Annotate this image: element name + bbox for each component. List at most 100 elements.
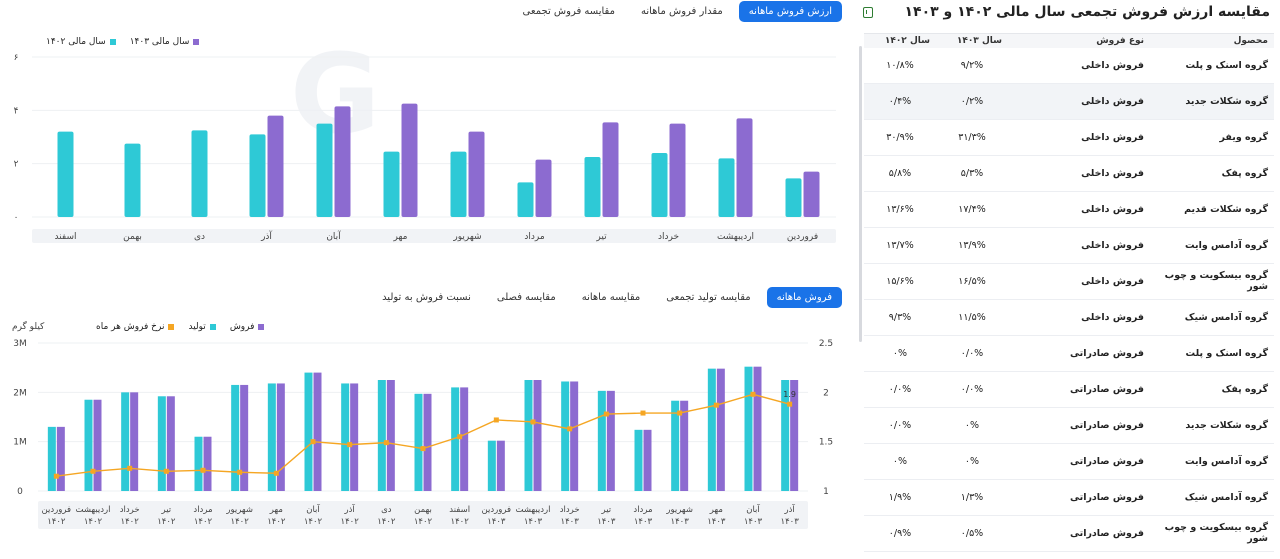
cell-product: گروه پفک [1150, 371, 1274, 408]
bar-sales [460, 387, 469, 491]
x-axis-band [32, 229, 836, 243]
cell-product: گروه اسنک و پلت [1150, 47, 1274, 84]
cell-sale-type: فروش داخلی [1008, 83, 1150, 120]
rate-point [310, 439, 316, 445]
cell-1403: ۰/۰% [936, 335, 1008, 372]
rate-point [200, 467, 206, 473]
table-scrollbar[interactable] [859, 46, 862, 342]
header-sale-type: نوع فروش [1096, 35, 1144, 46]
cell-1402: ۵/۸% [864, 155, 936, 192]
table-row[interactable]: گروه بیسکویت و چوب شور فروش داخلی ۱۶/۵% ۱۵/… [864, 263, 1274, 300]
table-row[interactable]: گروه پفک فروش داخلی ۵/۳% ۵/۸% [864, 155, 1274, 192]
x-tick-label: خرداد [120, 505, 140, 515]
bar-sales [276, 383, 285, 491]
bar-production [561, 381, 570, 491]
x-tick-label: آبان [326, 230, 341, 242]
table-row[interactable]: گروه اسنک و پلت فروش داخلی ۹/۲% ۱۰/۸% [864, 47, 1274, 84]
cell-1403: ۰/۲% [936, 83, 1008, 120]
table-row[interactable]: گروه آدامس وایت فروش داخلی ۱۳/۹% ۱۳/۷% [864, 227, 1274, 264]
cell-1403: ۳۱/۳% [936, 119, 1008, 156]
rate-point [53, 473, 59, 479]
table-row[interactable]: گروه بیسکویت و چوب شور فروش صادراتی ۰/۵% ۰/… [864, 515, 1274, 552]
rate-data-label: 1.9 [783, 390, 796, 399]
legend-item-1402: سال مالی ۱۴۰۲ [46, 37, 116, 47]
y-right-tick-label: 2 [823, 388, 829, 398]
x-tick-label: آذر [784, 503, 796, 515]
x-tick-label: ۱۴۰۲ [231, 517, 250, 527]
tab-monthly-sales-value[interactable]: ارزش فروش ماهانه [738, 1, 842, 22]
x-tick-label: تیر [595, 232, 607, 242]
cell-sale-type: فروش داخلی [1008, 119, 1150, 156]
cell-product: گروه آدامس شیک [1150, 299, 1274, 336]
excel-export-icon[interactable] [863, 7, 873, 18]
table-row[interactable]: گروه اسنک و پلت فروش صادراتی ۰/۰% ۰% [864, 335, 1274, 372]
rate-point [713, 402, 719, 408]
cell-1403: ۰% [936, 443, 1008, 480]
bar-1402 [718, 158, 735, 217]
bar-sales [496, 440, 505, 491]
bar-sales [166, 396, 175, 491]
table-row[interactable]: گروه آدامس وایت فروش صادراتی ۰% ۰% [864, 443, 1274, 480]
cell-product: گروه شکلات قدیم [1150, 191, 1274, 228]
bar-sales [130, 392, 139, 491]
legend-item-sales: فروش [230, 322, 265, 332]
x-tick-label: خرداد [658, 232, 679, 242]
y-right-tick-label: 1.5 [819, 438, 833, 448]
bar-1403 [736, 118, 753, 217]
bar-production [671, 400, 680, 491]
tab-monthly-comparison[interactable]: مقایسه ماهانه [581, 292, 641, 303]
legend-label: فروش [229, 322, 255, 332]
table-row[interactable]: گروه شکلات قدیم فروش داخلی ۱۷/۴% ۱۳/۶% [864, 191, 1274, 228]
y-tick-label: ۰ [14, 213, 19, 223]
tab-monthly-sales[interactable]: فروش ماهانه [766, 287, 842, 308]
cell-1402: ۰/۰% [864, 407, 936, 444]
bar-1403 [401, 103, 418, 217]
cell-sale-type: فروش صادراتی [1008, 479, 1150, 516]
bar-production [451, 387, 460, 491]
x-axis-band [38, 501, 808, 529]
bar-1402 [785, 178, 802, 217]
rate-point [90, 468, 96, 474]
x-tick-label: تیر [161, 505, 172, 515]
bottom-tabs: فروش ماهانه مقایسه تولید تجمعی مقایسه ما… [372, 287, 842, 308]
tab-seasonal-comparison[interactable]: مقایسه فصلی [496, 292, 556, 303]
bar-1403 [669, 123, 686, 217]
bar-sales [423, 393, 432, 491]
x-tick-label: مهر [393, 232, 408, 242]
x-tick-label: مرداد [633, 505, 652, 515]
table-row[interactable]: گروه پفک فروش صادراتی ۰/۰% ۰/۰% [864, 371, 1274, 408]
bar-production [267, 383, 276, 491]
x-tick-label: دی [194, 232, 205, 242]
tab-cumulative-sales-comparison[interactable]: مقایسه فروش تجمعی [522, 6, 615, 17]
bar-production [781, 380, 790, 491]
table-row[interactable]: گروه آدامس شیک فروش داخلی ۱۱/۵% ۹/۳% [864, 299, 1274, 336]
rate-point [787, 401, 793, 407]
x-tick-label: ۱۴۰۲ [451, 517, 470, 527]
x-tick-label: خرداد [560, 505, 580, 515]
table-row[interactable]: گروه شکلات جدید فروش داخلی ۰/۲% ۰/۴% [864, 83, 1274, 120]
bar-1402 [191, 130, 208, 217]
table-row[interactable]: گروه شکلات جدید فروش صادراتی ۰% ۰/۰% [864, 407, 1274, 444]
tab-monthly-sales-quantity[interactable]: مقدار فروش ماهانه [640, 6, 723, 17]
cell-sale-type: فروش داخلی [1008, 263, 1150, 300]
cell-1402: ۱۵/۶% [864, 263, 936, 300]
bar-1402 [57, 131, 74, 217]
bar-sales [533, 380, 542, 491]
tab-cumulative-production[interactable]: مقایسه تولید تجمعی [666, 292, 751, 303]
table-row[interactable]: گروه ویفر فروش داخلی ۳۱/۳% ۳۰/۹% [864, 119, 1274, 156]
legend-label: نرخ فروش هر ماه [96, 322, 165, 332]
cell-1403: ۹/۲% [936, 47, 1008, 84]
bar-production [157, 396, 166, 491]
tab-sales-to-production[interactable]: نسبت فروش به تولید [382, 292, 471, 303]
unit-label: کیلو گرم [12, 322, 45, 332]
x-tick-label: فروردین [787, 232, 818, 242]
bar-production [377, 380, 386, 491]
bar-production [84, 399, 93, 491]
rate-point [420, 446, 426, 452]
bar-sales [680, 400, 689, 491]
x-tick-label: تیر [601, 505, 612, 515]
bar-sales [350, 383, 359, 491]
bar-production [524, 380, 533, 491]
table-row[interactable]: گروه آدامس شیک فروش صادراتی ۱/۳% ۱/۹% [864, 479, 1274, 516]
bar-production [414, 393, 423, 491]
